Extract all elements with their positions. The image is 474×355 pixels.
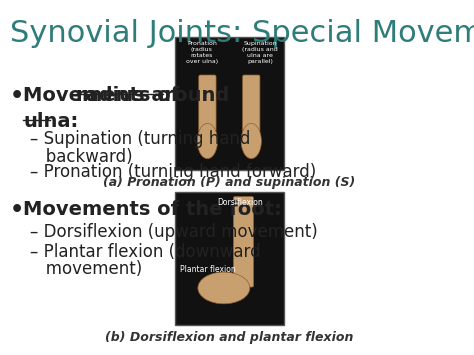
- Text: ulna:: ulna:: [23, 112, 78, 131]
- Ellipse shape: [241, 124, 261, 159]
- Text: Supination
(radius and
ulna are
parallel): Supination (radius and ulna are parallel…: [242, 40, 278, 64]
- Ellipse shape: [198, 272, 250, 304]
- FancyBboxPatch shape: [233, 197, 254, 287]
- FancyBboxPatch shape: [174, 192, 284, 326]
- Text: – Supination (turning hand: – Supination (turning hand: [30, 130, 251, 148]
- FancyBboxPatch shape: [174, 37, 284, 170]
- Text: backward): backward): [30, 148, 133, 165]
- Ellipse shape: [197, 124, 218, 159]
- Text: •: •: [10, 86, 24, 106]
- FancyBboxPatch shape: [243, 75, 260, 132]
- Text: – Pronation (turning hand forward): – Pronation (turning hand forward): [30, 163, 317, 181]
- Text: (b) Dorsiflexion and plantar flexion: (b) Dorsiflexion and plantar flexion: [105, 331, 354, 344]
- Text: •: •: [10, 200, 24, 220]
- Text: Pronation
(radius
rotates
over ulna): Pronation (radius rotates over ulna): [186, 40, 218, 64]
- Text: Movements of: Movements of: [23, 86, 186, 105]
- Text: (a) Pronation (P) and supination (S): (a) Pronation (P) and supination (S): [103, 176, 356, 189]
- Text: – Dorsiflexion (upward movement): – Dorsiflexion (upward movement): [30, 223, 318, 241]
- Text: movement): movement): [30, 260, 143, 278]
- Text: radius around: radius around: [76, 86, 230, 105]
- Text: Movements of the foot:: Movements of the foot:: [23, 200, 282, 219]
- Text: Dorsiflexion: Dorsiflexion: [218, 198, 263, 207]
- Text: Plantar flexion: Plantar flexion: [180, 265, 235, 274]
- Text: Synovial Joints: Special Movements: Synovial Joints: Special Movements: [10, 19, 474, 48]
- Text: – Plantar flexion (downward: – Plantar flexion (downward: [30, 243, 261, 261]
- FancyBboxPatch shape: [199, 75, 216, 132]
